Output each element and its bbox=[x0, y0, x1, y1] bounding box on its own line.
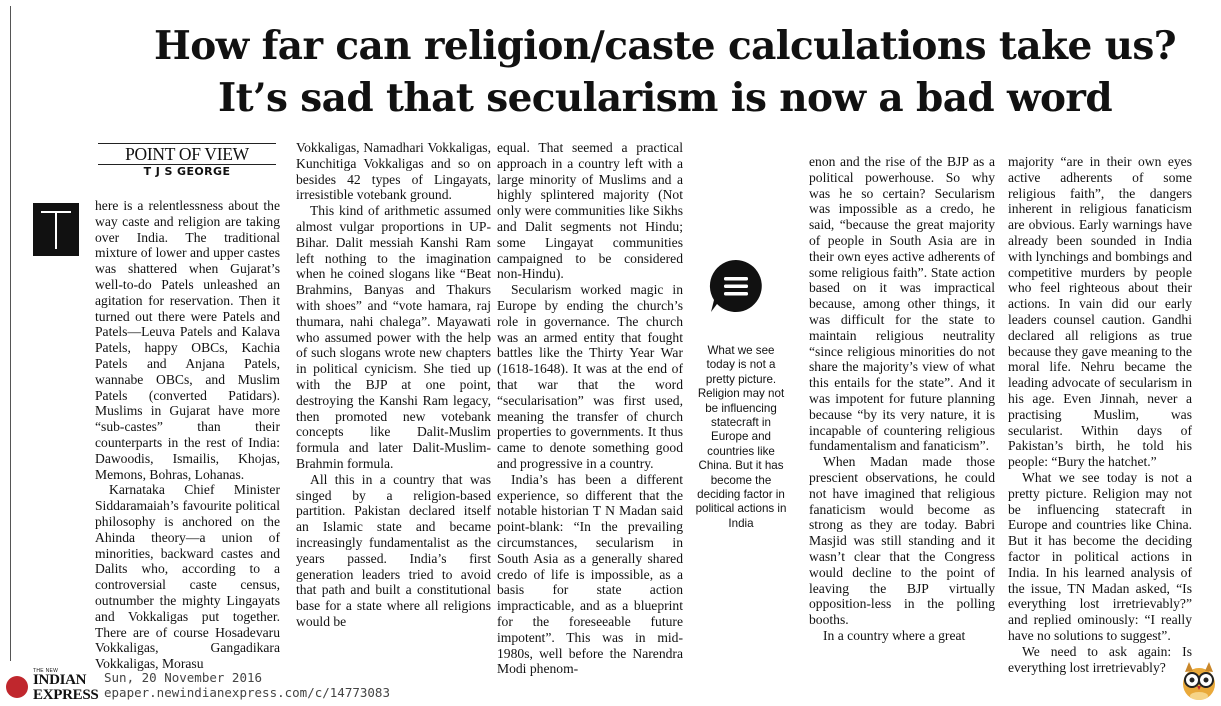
headline-line-1: How far can religion/caste calculations … bbox=[153, 23, 1177, 69]
chat-bubble-icon bbox=[709, 259, 762, 312]
headline: How far can religion/caste calculations … bbox=[110, 20, 1220, 124]
edition-date: Sun, 20 November 2016 bbox=[104, 670, 263, 685]
paragraph: We need to ask again: Is everything lost… bbox=[1008, 643, 1192, 675]
newspaper-logo: THE NEW INDIAN EXPRESS bbox=[6, 668, 100, 704]
logo-tagline: THE NEW bbox=[33, 668, 59, 674]
pull-quote: What we see today is not a pretty pictur… bbox=[695, 344, 787, 530]
article-column-4: enon and the rise of the BJP as a politi… bbox=[809, 154, 995, 644]
paragraph: Secularism worked magic in Europe by end… bbox=[497, 282, 683, 471]
logo-word-2: EXPRESS bbox=[33, 687, 99, 703]
byline-divider bbox=[98, 164, 276, 165]
logo-wordmark: INDIAN EXPRESS bbox=[33, 672, 99, 703]
headline-line-2: It’s sad that secularism is now a bad wo… bbox=[217, 75, 1113, 121]
article-column-1: here is a relentlessness about the way c… bbox=[95, 198, 280, 672]
byline-box: POINT OF VIEW T J S GEORGE bbox=[98, 143, 276, 179]
paragraph: majority “are in their own eyes active a… bbox=[1008, 154, 1192, 470]
paragraph: India’s has been a different experience,… bbox=[497, 471, 683, 677]
epaper-url[interactable]: epaper.newindianexpress.com/c/14773083 bbox=[104, 685, 390, 700]
author-name: T J S GEORGE bbox=[143, 165, 231, 178]
paragraph: Vokkaligas, Namadhari Vokkaligas, Kunchi… bbox=[296, 140, 491, 203]
paragraph: here is a relentlessness about the way c… bbox=[95, 198, 280, 482]
paragraph: This kind of arithmetic assumed almost v… bbox=[296, 203, 491, 471]
article-column-5: majority “are in their own eyes active a… bbox=[1008, 154, 1192, 675]
drop-cap-stem bbox=[55, 211, 57, 249]
section-label: POINT OF VIEW bbox=[125, 144, 249, 164]
article-column-3: equal. That seemed a practical approach … bbox=[497, 140, 683, 677]
logo-word-1: INDIAN bbox=[33, 672, 87, 688]
paragraph: Karnataka Chief Minister Siddaramaiah’s … bbox=[95, 482, 280, 672]
paragraph: enon and the rise of the BJP as a politi… bbox=[809, 154, 995, 454]
article-column-2: Vokkaligas, Namadhari Vokkaligas, Kunchi… bbox=[296, 140, 491, 630]
paragraph: equal. That seemed a practical approach … bbox=[497, 140, 683, 282]
paragraph: All this in a country that was singed by… bbox=[296, 471, 491, 629]
logo-emblem-icon bbox=[6, 676, 28, 698]
paragraph: In a country where a great bbox=[823, 627, 966, 643]
drop-cap-t bbox=[33, 203, 79, 256]
owl-mascot-icon bbox=[1183, 662, 1215, 700]
paragraph: What we see today is not a pretty pictur… bbox=[1008, 469, 1192, 643]
page-left-rule bbox=[10, 6, 11, 661]
paragraph: When Madan made those prescient observat… bbox=[809, 454, 995, 628]
